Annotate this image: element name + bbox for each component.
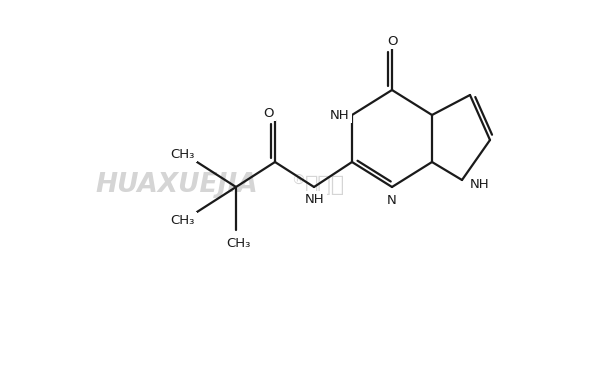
Text: O: O: [264, 107, 274, 119]
Text: 化学加: 化学加: [305, 175, 345, 195]
Text: NH: NH: [470, 177, 490, 191]
Text: CH₃: CH₃: [171, 214, 195, 226]
Text: ®: ®: [291, 174, 305, 188]
Text: HUAXUEJIA: HUAXUEJIA: [95, 172, 257, 198]
Text: NH: NH: [330, 109, 350, 122]
Text: O: O: [388, 35, 398, 47]
Text: N: N: [387, 194, 397, 206]
Text: CH₃: CH₃: [171, 147, 195, 161]
Text: NH: NH: [305, 192, 325, 206]
Text: CH₃: CH₃: [226, 236, 250, 249]
